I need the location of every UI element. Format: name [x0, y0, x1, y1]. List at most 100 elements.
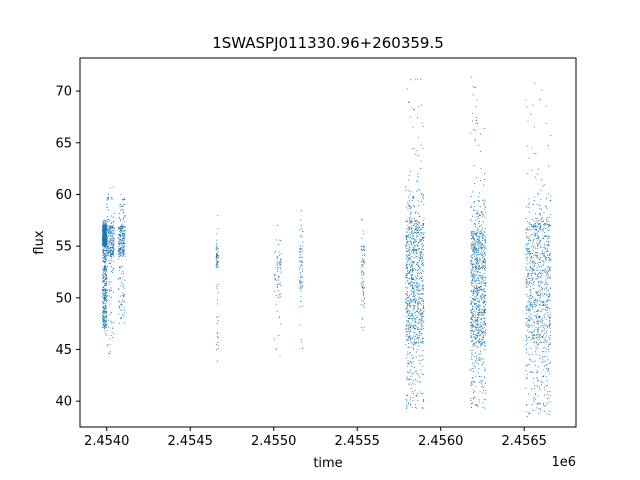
data-point [107, 249, 109, 251]
data-point [362, 265, 364, 267]
data-point [472, 285, 475, 287]
data-point [422, 198, 424, 200]
data-point [482, 332, 484, 334]
data-point [113, 221, 115, 223]
data-point [413, 372, 415, 374]
data-point [478, 214, 481, 216]
data-point [535, 273, 537, 275]
data-point [113, 228, 115, 230]
data-point [541, 300, 543, 302]
data-point [110, 289, 112, 291]
data-point [485, 311, 487, 314]
data-point [103, 311, 105, 313]
data-point [477, 301, 479, 303]
data-point [549, 335, 552, 337]
data-point [548, 318, 551, 320]
data-point [530, 339, 532, 341]
data-point [479, 314, 481, 317]
data-point [120, 203, 122, 205]
data-point [411, 310, 413, 312]
data-point [545, 197, 547, 199]
data-point [480, 331, 482, 333]
data-point [405, 325, 407, 327]
data-point [277, 244, 279, 246]
data-point [277, 266, 279, 268]
data-point [419, 391, 421, 393]
data-point [417, 293, 419, 295]
data-point [548, 370, 550, 372]
data-point [105, 253, 107, 255]
data-point [106, 311, 108, 314]
data-point [102, 297, 104, 300]
data-point [474, 390, 476, 392]
data-point [407, 260, 409, 262]
data-point [119, 234, 122, 236]
data-point [418, 337, 420, 339]
data-point [544, 283, 546, 285]
data-point [483, 324, 485, 326]
data-point [472, 370, 474, 372]
data-point [217, 255, 220, 257]
data-point [529, 285, 531, 287]
data-point [410, 234, 412, 236]
data-point [532, 322, 535, 324]
data-point [119, 241, 121, 243]
data-point [479, 179, 481, 181]
data-point [525, 365, 527, 367]
data-point [533, 341, 535, 343]
data-point [280, 270, 282, 272]
data-point [113, 226, 115, 229]
data-point [421, 227, 424, 229]
data-point [412, 295, 414, 297]
data-point [408, 310, 410, 312]
data-point [470, 272, 472, 274]
data-point [478, 279, 480, 282]
data-point [415, 394, 417, 396]
data-point [475, 212, 477, 214]
data-point [420, 235, 422, 237]
data-point [409, 361, 411, 363]
data-point [364, 302, 366, 305]
y-tick-label: 45 [55, 343, 72, 358]
data-point [407, 321, 410, 323]
data-point [543, 369, 545, 371]
data-point [534, 222, 537, 225]
data-point [533, 338, 535, 340]
data-point [422, 342, 424, 344]
data-point [541, 218, 543, 220]
data-point [525, 206, 528, 208]
data-point [104, 231, 107, 233]
data-point [217, 266, 219, 269]
data-point [482, 211, 484, 213]
data-point [414, 322, 416, 324]
data-point [416, 264, 418, 266]
data-point [529, 302, 531, 305]
data-point [538, 284, 540, 286]
data-point [539, 336, 541, 338]
data-point [112, 239, 114, 241]
data-point [409, 351, 411, 354]
data-point [117, 289, 119, 291]
data-point [409, 277, 411, 279]
data-point [274, 278, 276, 280]
data-point [216, 252, 218, 254]
data-point [530, 282, 532, 284]
data-point [474, 298, 476, 300]
data-point [215, 343, 217, 345]
data-point [471, 273, 473, 275]
data-point [537, 369, 539, 371]
data-point [548, 373, 550, 375]
data-point [124, 229, 126, 231]
data-point [528, 222, 530, 224]
data-point [481, 336, 484, 339]
data-point [421, 342, 423, 344]
data-point [361, 264, 363, 266]
data-point [419, 321, 421, 323]
data-point [530, 313, 532, 315]
data-point [302, 230, 304, 232]
data-point [415, 325, 417, 327]
data-point [418, 329, 420, 331]
data-point [361, 237, 363, 239]
data-point [419, 78, 422, 80]
data-point [476, 286, 478, 288]
